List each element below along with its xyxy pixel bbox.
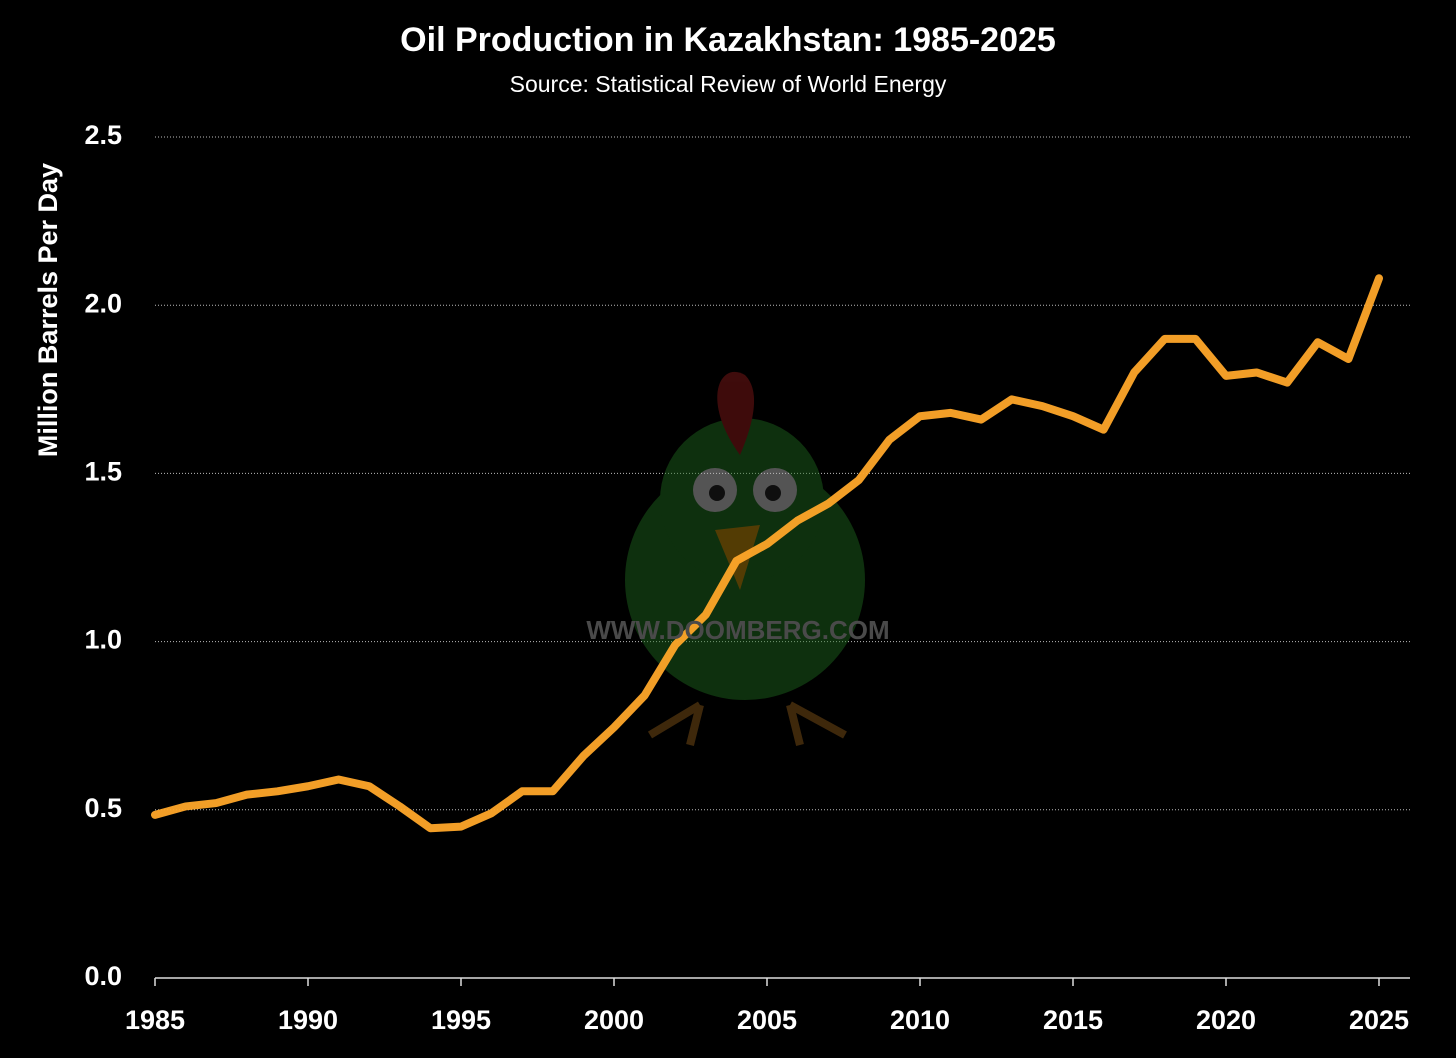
x-tick-label: 1995 — [431, 1005, 491, 1035]
x-tick-label: 2005 — [737, 1005, 797, 1035]
x-tick-label: 1985 — [125, 1005, 185, 1035]
y-axis-label: Million Barrels Per Day — [33, 163, 63, 457]
x-tick-label: 2010 — [890, 1005, 950, 1035]
x-tick-label: 2015 — [1043, 1005, 1103, 1035]
watermark: WWW.DOOMBERG.COM — [586, 615, 889, 645]
chart-title: Oil Production in Kazakhstan: 1985-2025 — [400, 21, 1056, 59]
x-tick-label: 2025 — [1349, 1005, 1409, 1035]
grid — [155, 136, 1410, 979]
x-tick-label: 1990 — [278, 1005, 338, 1035]
y-tick-label: 2.0 — [84, 288, 122, 318]
y-tick-label: 1.0 — [84, 625, 122, 655]
y-tick-label: 0.0 — [84, 961, 122, 991]
y-tick-label: 2.5 — [84, 120, 122, 150]
y-tick-label: 1.5 — [84, 457, 122, 487]
y-tick-label: 0.5 — [84, 793, 122, 823]
x-tick-label: 2000 — [584, 1005, 644, 1035]
data-line — [151, 274, 1383, 833]
x-tick-label: 2020 — [1196, 1005, 1256, 1035]
chart-subtitle: Source: Statistical Review of World Ener… — [510, 71, 947, 97]
